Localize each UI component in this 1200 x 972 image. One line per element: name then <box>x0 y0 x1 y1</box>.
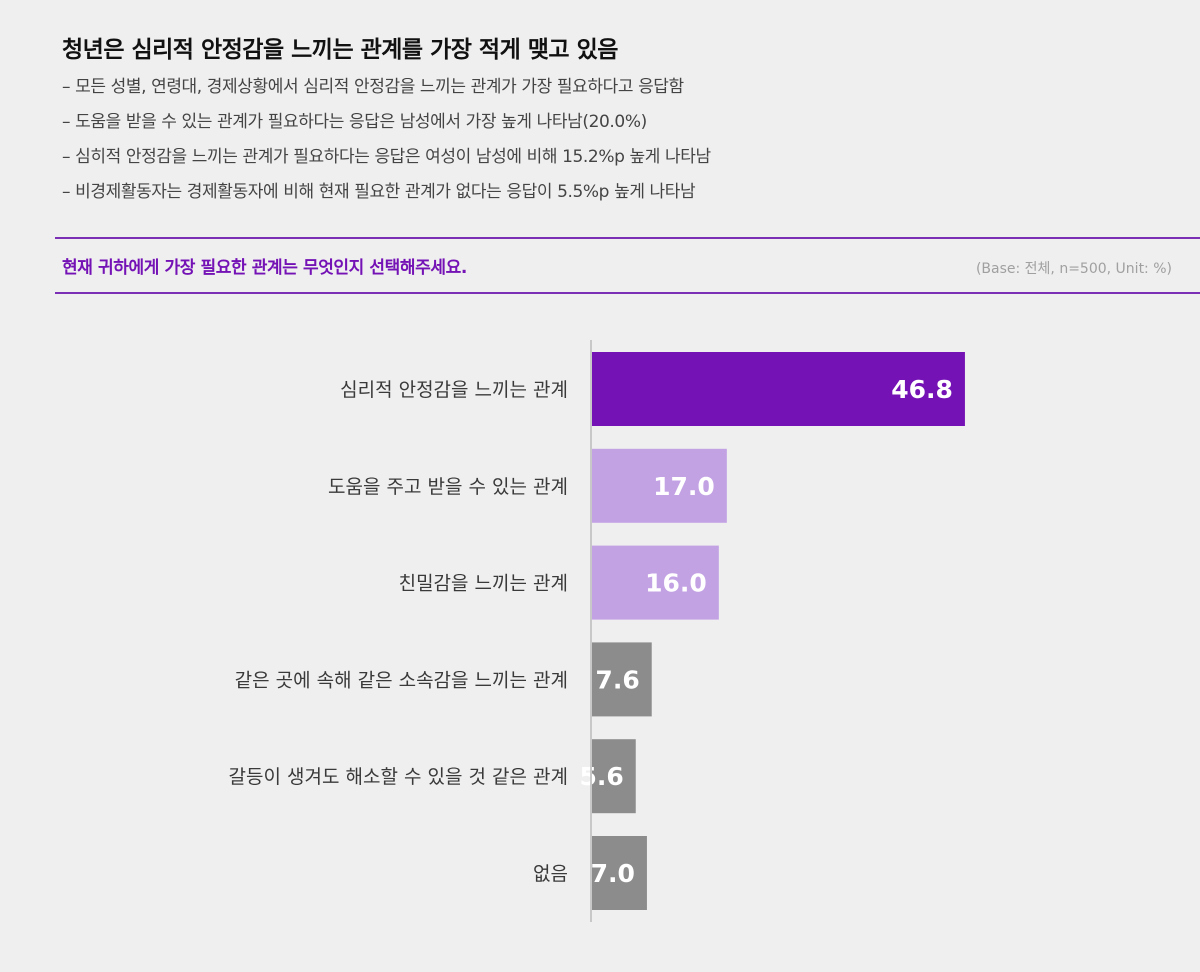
survey-question: 현재 귀하에게 가장 필요한 관계는 무엇인지 선택해주세요. <box>62 258 467 278</box>
summary-bullet-3: – 심히적 안정감을 느끼는 관계가 필요하다는 응답은 여성이 남성에 비해 … <box>62 147 711 167</box>
question-bottom-divider <box>55 292 1200 294</box>
summary-bullet-4: – 비경제활동자는 경제활동자에 비해 현재 필요한 관계가 없다는 응답이 5… <box>62 182 696 202</box>
summary-bullet-2: – 도움을 받을 수 있는 관계가 필요하다는 응답은 남성에서 가장 높게 나… <box>62 112 647 132</box>
value-label-6: 7.0 <box>591 859 635 888</box>
bar-chart: 심리적 안정감을 느끼는 관계 46.8 도움을 주고 받을 수 있는 관계 17.0… <box>229 340 965 922</box>
page-title: 청년은 심리적 안정감을 느끼는 관계를 가장 적게 맺고 있음 <box>62 37 618 63</box>
value-label-1: 46.8 <box>891 375 953 404</box>
value-label-2: 17.0 <box>653 472 715 501</box>
bar-4 <box>591 642 652 717</box>
category-label-3: 친밀감을 느끼는 관계 <box>399 573 568 595</box>
summary-bullet-1: – 모든 성별, 연령대, 경제상황에서 심리적 안정감을 느끼는 관계가 가장… <box>62 77 684 97</box>
bar-3 <box>591 545 719 620</box>
base-note: (Base: 전체, n=500, Unit: %) <box>975 261 1172 277</box>
category-label-5: 갈등이 생겨도 해소할 수 있을 것 같은 관계 <box>229 766 568 788</box>
question-top-divider <box>55 237 1200 239</box>
bar-5 <box>591 739 636 814</box>
bar-1 <box>591 352 965 426</box>
category-label-1: 심리적 안정감을 느끼는 관계 <box>340 379 568 401</box>
summary-bullets: – 모든 성별, 연령대, 경제상황에서 심리적 안정감을 느끼는 관계가 가장… <box>62 72 711 212</box>
value-label-5: 5.6 <box>579 762 623 791</box>
category-label-4: 같은 곳에 속해 같은 소속감을 느끼는 관계 <box>235 669 568 691</box>
value-label-4: 7.6 <box>595 665 639 694</box>
bar-6 <box>591 836 647 910</box>
bar-2 <box>591 448 727 523</box>
category-label-2: 도움을 주고 받을 수 있는 관계 <box>328 476 568 498</box>
value-label-3: 16.0 <box>645 569 707 598</box>
category-label-6: 없음 <box>533 863 568 885</box>
